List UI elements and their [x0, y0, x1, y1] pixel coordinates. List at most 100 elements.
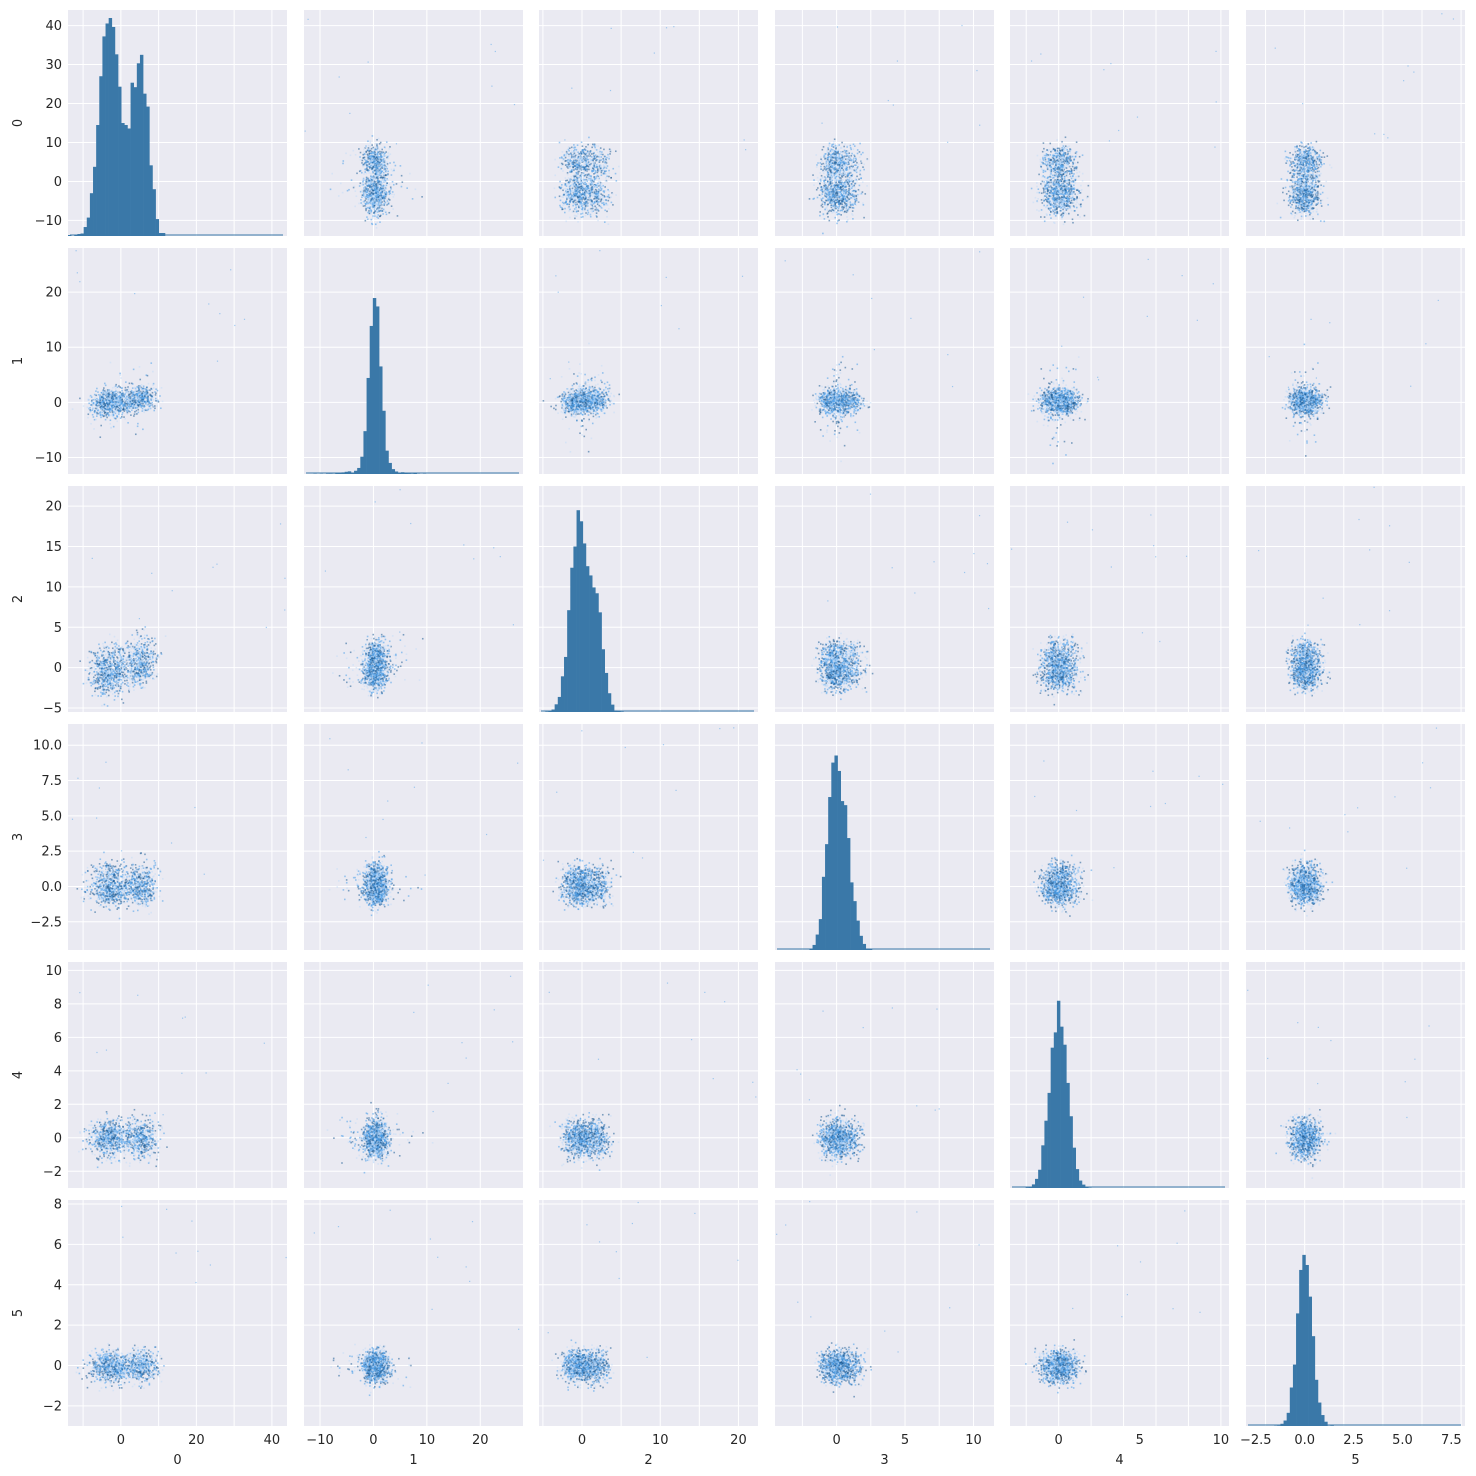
density-cell: [857, 193, 859, 196]
density-cell: [375, 198, 377, 201]
density-cell: [850, 183, 853, 186]
density-cell: [575, 210, 578, 212]
density-cell: [399, 165, 402, 167]
density-cell: [366, 200, 368, 203]
density-cell: [565, 192, 568, 195]
density-cell: [559, 162, 562, 165]
density-cell: [368, 179, 371, 182]
density-cell: [850, 187, 853, 190]
density-cell: [590, 204, 592, 206]
density-cell: [824, 179, 827, 181]
density-cell: [383, 155, 386, 157]
density-cell: [567, 181, 570, 183]
density-cell: [1075, 151, 1078, 153]
density-cell: [387, 197, 390, 199]
density-cell: [595, 210, 598, 213]
density-cell: [591, 184, 594, 186]
density-cell: [372, 200, 375, 203]
density-cell: [596, 169, 599, 172]
density-cell: [558, 195, 561, 198]
density-cell: [372, 191, 374, 194]
density-cell: [588, 197, 591, 199]
density-cell: [581, 168, 584, 170]
density-cell: [581, 172, 583, 174]
density-cell: [1073, 173, 1075, 175]
density-cell: [589, 201, 591, 204]
density-cell: [369, 197, 372, 200]
density-cell: [586, 191, 589, 194]
density-cell: [372, 146, 375, 149]
density-cell: [850, 176, 852, 178]
density-cell: [370, 151, 373, 153]
density-cell: [377, 178, 379, 180]
density-cell: [386, 156, 388, 159]
density-cell: [380, 184, 382, 186]
density-cell: [375, 152, 377, 154]
panel-0-vs-0: [68, 10, 287, 237]
density-cell: [836, 156, 838, 159]
density-cell: [838, 153, 841, 155]
density-cell: [564, 184, 567, 186]
density-cell: [371, 198, 374, 201]
density-cell: [607, 194, 610, 196]
density-cell: [577, 179, 579, 181]
density-cell: [562, 170, 564, 172]
density-cell: [563, 188, 565, 190]
density-cell: [561, 196, 563, 198]
density-cell: [388, 183, 391, 186]
density-cell: [831, 211, 834, 214]
density-cell: [590, 153, 593, 155]
density-cell: [377, 180, 380, 183]
density-cell: [392, 208, 394, 210]
density-cell: [570, 175, 572, 178]
density-cell: [590, 177, 592, 180]
density-cell: [584, 190, 586, 193]
density-cell: [569, 167, 571, 169]
density-cell: [368, 197, 370, 200]
density-cell: [1041, 161, 1043, 164]
density-cell: [365, 159, 367, 162]
density-cell: [608, 169, 610, 172]
density-cell: [827, 151, 829, 153]
density-cell: [411, 198, 414, 200]
density-cell: [828, 144, 830, 146]
density-cell: [598, 152, 600, 155]
density-cell: [378, 167, 380, 170]
density-cell: [600, 159, 603, 161]
density-cell: [860, 153, 862, 156]
density-cell: [598, 170, 600, 172]
density-cell: [581, 203, 583, 205]
density-cell: [594, 171, 597, 174]
density-cell: [390, 174, 393, 176]
density-cell: [1050, 217, 1052, 219]
density-cell: [844, 169, 847, 172]
density-cell: [396, 215, 399, 217]
density-cell: [852, 204, 854, 207]
density-cell: [376, 221, 379, 224]
density-cell: [373, 197, 376, 199]
density-cell: [587, 173, 590, 175]
density-cell: [364, 196, 367, 199]
density-cell: [381, 163, 383, 166]
density-cell: [380, 200, 382, 203]
density-cell: [852, 197, 854, 200]
density-cell: [600, 188, 603, 190]
density-cell: [601, 202, 603, 204]
density-cell: [593, 173, 595, 175]
density-cell: [599, 185, 602, 188]
density-cell: [383, 189, 386, 192]
density-cell: [590, 168, 592, 170]
density-cell: [368, 201, 370, 204]
density-cell: [848, 179, 850, 181]
density-cell: [356, 172, 358, 175]
density-cell: [852, 154, 855, 156]
density-cell: [376, 171, 379, 173]
density-cell: [577, 164, 580, 166]
density-cell: [376, 197, 379, 200]
density-cell: [846, 220, 848, 223]
density-cell: [372, 163, 375, 166]
density-cell: [371, 203, 374, 206]
density-cell: [372, 157, 374, 159]
density-cell: [848, 155, 851, 158]
density-cell: [380, 182, 382, 185]
